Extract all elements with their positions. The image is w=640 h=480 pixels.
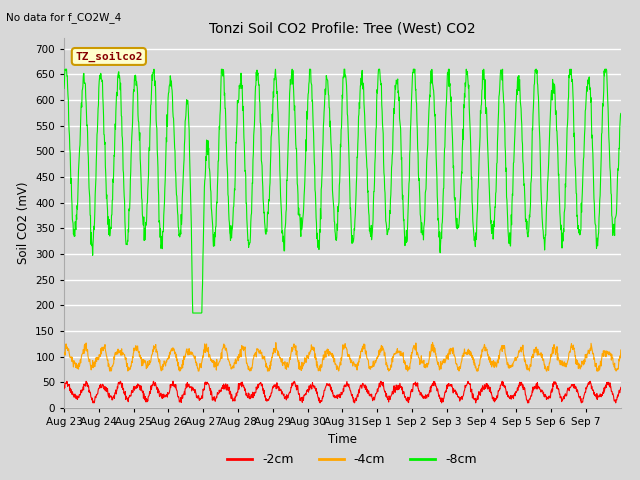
Text: TZ_soilco2: TZ_soilco2 — [75, 51, 143, 61]
X-axis label: Time: Time — [328, 432, 357, 445]
Text: No data for f_CO2W_4: No data for f_CO2W_4 — [6, 12, 122, 23]
Title: Tonzi Soil CO2 Profile: Tree (West) CO2: Tonzi Soil CO2 Profile: Tree (West) CO2 — [209, 22, 476, 36]
Legend: -2cm, -4cm, -8cm: -2cm, -4cm, -8cm — [222, 448, 482, 471]
Y-axis label: Soil CO2 (mV): Soil CO2 (mV) — [17, 182, 29, 264]
